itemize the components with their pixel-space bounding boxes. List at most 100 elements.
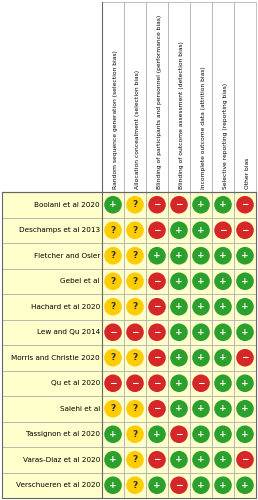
Text: −: − bbox=[219, 226, 227, 235]
Text: +: + bbox=[197, 353, 205, 362]
Bar bbox=[168, 370, 190, 396]
Text: ?: ? bbox=[110, 226, 116, 235]
Text: −: − bbox=[241, 226, 249, 235]
Bar bbox=[234, 268, 256, 294]
Text: Tassignon et al 2020: Tassignon et al 2020 bbox=[26, 431, 100, 437]
Text: +: + bbox=[197, 251, 205, 260]
Bar bbox=[124, 472, 146, 498]
Ellipse shape bbox=[148, 476, 166, 494]
Bar bbox=[190, 370, 212, 396]
Text: +: + bbox=[175, 226, 183, 235]
Text: ?: ? bbox=[132, 481, 138, 490]
Bar bbox=[190, 268, 212, 294]
Text: ?: ? bbox=[132, 353, 138, 362]
Bar bbox=[168, 268, 190, 294]
Text: +: + bbox=[219, 379, 227, 388]
Text: +: + bbox=[109, 481, 117, 490]
Ellipse shape bbox=[104, 349, 122, 366]
Ellipse shape bbox=[126, 247, 144, 264]
Ellipse shape bbox=[148, 451, 166, 468]
Ellipse shape bbox=[170, 272, 188, 290]
Ellipse shape bbox=[192, 349, 210, 366]
Bar bbox=[124, 396, 146, 421]
Bar bbox=[234, 2, 256, 192]
Bar bbox=[146, 472, 168, 498]
Text: +: + bbox=[219, 302, 227, 311]
Bar bbox=[234, 396, 256, 421]
Text: −: − bbox=[153, 200, 161, 209]
Bar bbox=[146, 268, 168, 294]
Ellipse shape bbox=[236, 451, 254, 468]
Ellipse shape bbox=[170, 196, 188, 214]
Bar bbox=[168, 243, 190, 268]
Bar bbox=[234, 218, 256, 243]
Text: +: + bbox=[241, 302, 249, 311]
Ellipse shape bbox=[236, 272, 254, 290]
Bar bbox=[102, 218, 124, 243]
Text: −: − bbox=[241, 353, 249, 362]
Bar bbox=[146, 447, 168, 472]
Bar bbox=[168, 294, 190, 320]
Ellipse shape bbox=[170, 349, 188, 366]
Text: +: + bbox=[219, 404, 227, 413]
Bar bbox=[124, 2, 146, 192]
Ellipse shape bbox=[126, 451, 144, 468]
Bar bbox=[2, 345, 102, 370]
Ellipse shape bbox=[236, 374, 254, 392]
Text: −: − bbox=[109, 328, 117, 337]
Ellipse shape bbox=[214, 426, 232, 443]
Bar bbox=[146, 294, 168, 320]
Bar bbox=[190, 422, 212, 447]
Ellipse shape bbox=[236, 222, 254, 239]
Ellipse shape bbox=[148, 374, 166, 392]
Bar bbox=[234, 370, 256, 396]
Bar bbox=[2, 192, 102, 218]
Bar bbox=[146, 370, 168, 396]
Bar bbox=[212, 472, 234, 498]
Bar bbox=[234, 294, 256, 320]
Ellipse shape bbox=[148, 298, 166, 316]
Bar bbox=[190, 294, 212, 320]
Text: −: − bbox=[153, 277, 161, 286]
Text: +: + bbox=[219, 353, 227, 362]
Text: −: − bbox=[175, 430, 183, 439]
Text: +: + bbox=[175, 328, 183, 337]
Bar bbox=[124, 268, 146, 294]
Ellipse shape bbox=[214, 272, 232, 290]
Ellipse shape bbox=[148, 222, 166, 239]
Bar bbox=[212, 268, 234, 294]
Ellipse shape bbox=[170, 476, 188, 494]
Text: Fletcher and Osler: Fletcher and Osler bbox=[34, 253, 100, 259]
Bar bbox=[102, 268, 124, 294]
Ellipse shape bbox=[192, 196, 210, 214]
Bar bbox=[102, 396, 124, 421]
Text: Selective reporting (reporting bias): Selective reporting (reporting bias) bbox=[223, 83, 228, 189]
Bar bbox=[102, 370, 124, 396]
Text: +: + bbox=[175, 302, 183, 311]
Text: Hachard et al 2020: Hachard et al 2020 bbox=[31, 304, 100, 310]
Text: ?: ? bbox=[132, 455, 138, 464]
Ellipse shape bbox=[170, 451, 188, 468]
Ellipse shape bbox=[214, 324, 232, 341]
Ellipse shape bbox=[148, 272, 166, 290]
Ellipse shape bbox=[104, 247, 122, 264]
Bar bbox=[102, 422, 124, 447]
Ellipse shape bbox=[192, 247, 210, 264]
Text: −: − bbox=[153, 302, 161, 311]
Bar bbox=[234, 472, 256, 498]
Ellipse shape bbox=[148, 400, 166, 417]
Text: +: + bbox=[219, 328, 227, 337]
Bar bbox=[2, 268, 102, 294]
Bar bbox=[190, 2, 212, 192]
Text: Other bias: Other bias bbox=[245, 158, 250, 189]
Text: −: − bbox=[197, 379, 205, 388]
Text: ?: ? bbox=[110, 251, 116, 260]
Text: −: − bbox=[153, 455, 161, 464]
Text: +: + bbox=[153, 251, 161, 260]
Ellipse shape bbox=[148, 196, 166, 214]
Bar bbox=[124, 320, 146, 345]
Bar bbox=[102, 2, 124, 192]
Bar bbox=[234, 422, 256, 447]
Ellipse shape bbox=[126, 196, 144, 214]
Bar bbox=[146, 422, 168, 447]
